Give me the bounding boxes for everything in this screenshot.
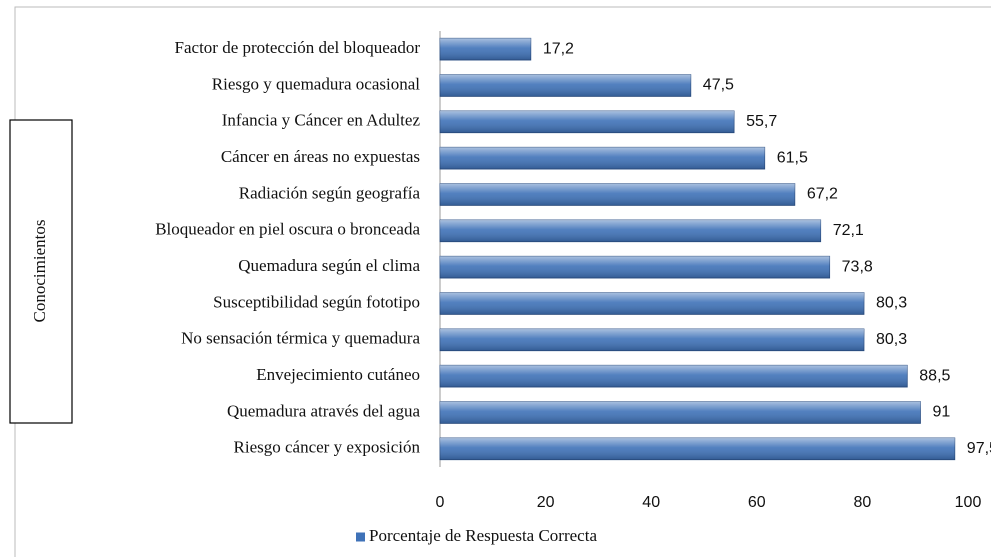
y-tick-label: Cáncer en áreas no expuestas — [221, 147, 420, 166]
x-tick-label: 40 — [642, 494, 660, 511]
bar-shine — [440, 38, 531, 61]
y-tick-label: Riesgo cáncer y exposición — [234, 438, 421, 457]
y-tick-label: Bloqueador en piel oscura o bronceada — [155, 220, 420, 239]
data-label: 97,5 — [967, 440, 991, 457]
y-axis-label: Conocimientos — [30, 220, 49, 323]
data-label: 80,3 — [876, 295, 907, 312]
x-tick-label: 60 — [748, 494, 766, 511]
data-label: 67,2 — [807, 186, 838, 203]
bar-shine — [440, 365, 908, 388]
y-tick-label: Riesgo y quemadura ocasional — [212, 74, 420, 93]
data-label: 72,1 — [833, 222, 864, 239]
x-tick-label: 20 — [537, 494, 555, 511]
y-tick-label: Infancia y Cáncer en Adultez — [222, 111, 421, 130]
data-label: 47,5 — [703, 77, 734, 94]
y-tick-label: Quemadura según el clima — [238, 256, 420, 275]
bar-shine — [440, 183, 795, 206]
bar-shine — [440, 292, 864, 315]
data-label: 61,5 — [777, 149, 808, 166]
data-label: 91 — [932, 404, 950, 421]
bar-shine — [440, 437, 955, 460]
bar-shine — [440, 110, 735, 133]
y-tick-label: Susceptibilidad según fototipo — [213, 292, 420, 311]
y-tick-label: Envejecimiento cutáneo — [256, 365, 420, 384]
bar-shine — [440, 147, 765, 170]
data-label: 73,8 — [842, 258, 873, 275]
y-tick-label: Quemadura através del agua — [227, 401, 420, 420]
x-tick-label: 80 — [854, 494, 872, 511]
data-label: 88,5 — [919, 367, 950, 384]
bar-shine — [440, 328, 864, 351]
bar-shine — [440, 74, 691, 97]
y-tick-label: Radiación según geografía — [239, 183, 421, 202]
y-label-box — [9, 119, 73, 424]
data-label: 55,7 — [746, 113, 777, 130]
y-tick-label: Factor de protección del bloqueador — [175, 38, 421, 57]
x-tick-label: 0 — [436, 494, 445, 511]
data-label: 17,2 — [543, 40, 574, 57]
bar-shine — [440, 401, 921, 424]
legend-label: Porcentaje de Respuesta Correcta — [369, 526, 597, 545]
y-tick-label: No sensación térmica y quemadura — [181, 329, 420, 348]
x-tick-label: 100 — [955, 494, 982, 511]
bar-shine — [440, 219, 821, 242]
data-label: 80,3 — [876, 331, 907, 348]
bar-shine — [440, 256, 830, 279]
legend-swatch — [356, 532, 365, 542]
